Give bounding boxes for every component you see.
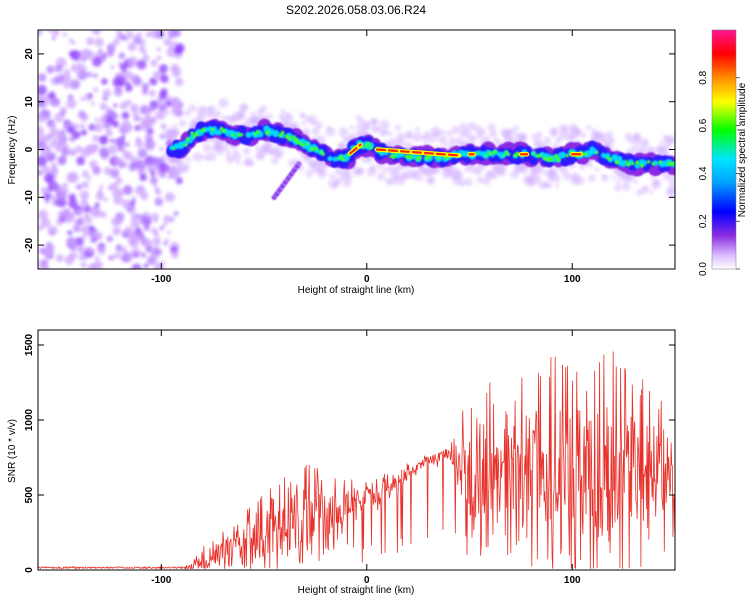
colorbar-tick-label: 0.6 — [698, 118, 709, 132]
figure-title: S202.2026.058.03.06.R24 — [286, 3, 426, 17]
x-tick-label: -100 — [151, 274, 171, 285]
colorbar-tick-label: 0.4 — [698, 166, 709, 180]
snr-frame — [37, 329, 676, 571]
x-tick-label: -100 — [151, 575, 171, 586]
y-tick-label: 500 — [24, 486, 35, 503]
colorbar-bar — [712, 30, 736, 269]
snr-x-axis-label: Height of straight line (km) — [298, 585, 415, 596]
snr-panel: -100 0 100 0 500 1000 1500 Height of straight… — [7, 329, 676, 596]
colorbar-frame — [711, 29, 737, 270]
colorbar-tick-label: 0.0 — [698, 262, 709, 276]
y-tick-label: 20 — [24, 48, 35, 60]
x-tick-label: 0 — [364, 274, 370, 285]
signal-band-core — [348, 142, 583, 158]
spectrogram-y-ticks: 20 10 0 -10 -20 — [24, 48, 675, 252]
y-tick-label: -20 — [24, 237, 35, 252]
signal-band-layer-3 — [172, 126, 675, 168]
y-tick-label: 0 — [24, 567, 35, 573]
x-tick-label: 100 — [564, 575, 581, 586]
snr-y-axis-label: SNR (10 * v/v) — [7, 419, 18, 483]
spectrogram-heatmap — [38, 30, 675, 269]
y-tick-label: 0 — [24, 146, 35, 152]
snr-y-ticks: 0 500 1000 1500 — [24, 333, 675, 573]
snr-x-ticks: -100 0 100 — [151, 330, 581, 586]
signal-branch — [271, 161, 302, 200]
y-tick-label: 10 — [24, 96, 35, 108]
y-tick-label: -10 — [24, 190, 35, 205]
spectrogram-x-axis-label: Height of straight line (km) — [298, 285, 415, 296]
x-tick-label: 0 — [364, 575, 370, 586]
y-tick-label: 1000 — [24, 408, 35, 431]
colorbar-tick-label: 0.8 — [698, 70, 709, 84]
spectrogram-x-ticks: -100 0 100 — [151, 30, 581, 285]
spectrogram-y-axis-label: Frequency (Hz) — [7, 116, 18, 185]
colorbar-label: Normalized spectral amplitude — [737, 82, 748, 217]
noise-speckle — [38, 30, 185, 269]
colorbar: 0.0 0.2 0.4 0.6 0.8 Normalized spectral ampl… — [698, 29, 748, 276]
snr-series-line — [38, 351, 675, 570]
colorbar-ticks: 0.0 0.2 0.4 0.6 0.8 — [698, 70, 740, 276]
y-tick-label: 1500 — [24, 333, 35, 356]
colorbar-tick-label: 0.2 — [698, 214, 709, 228]
x-tick-label: 100 — [564, 274, 581, 285]
